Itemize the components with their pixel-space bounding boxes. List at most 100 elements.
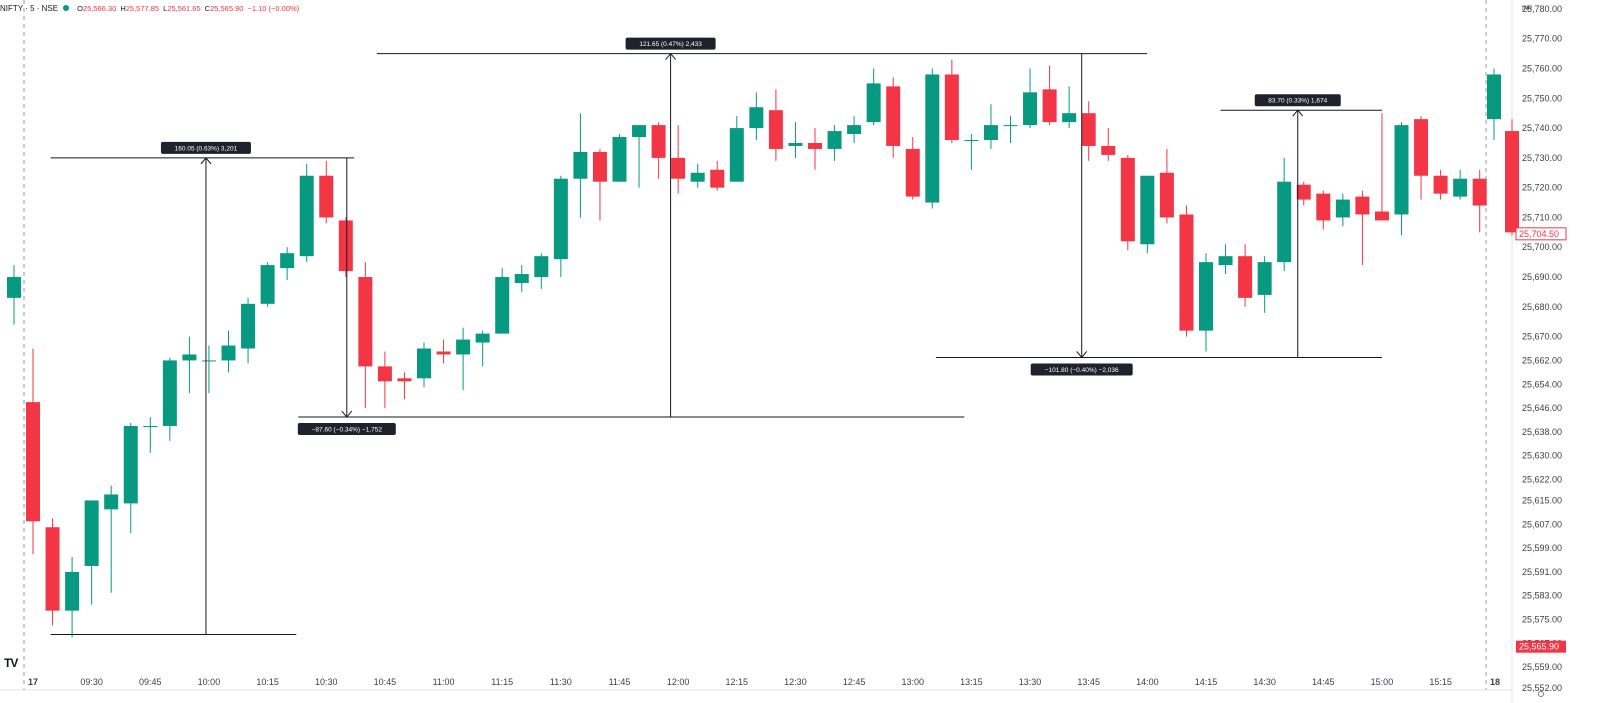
x-tick-label: 15:15 — [1429, 677, 1452, 687]
x-tick-label: 14:15 — [1195, 677, 1218, 687]
candle — [651, 125, 666, 158]
x-tick-label: 10:45 — [374, 677, 397, 687]
candle — [26, 402, 40, 522]
x-tick-label: 13:15 — [960, 677, 983, 687]
candle — [299, 175, 314, 257]
candle — [495, 277, 510, 334]
measure-arrowhead — [1292, 109, 1304, 117]
x-tick-label: 13:00 — [901, 677, 924, 687]
candle — [925, 74, 940, 203]
candle — [808, 142, 822, 149]
candle — [1296, 184, 1311, 200]
candle — [710, 169, 725, 188]
y-tick-label: 25,575.00 — [1522, 615, 1562, 625]
y-tick-label: 25,700.00 — [1522, 242, 1562, 252]
price-label: 25,704.50 — [1519, 229, 1559, 239]
candle — [592, 151, 607, 182]
open-label: O — [77, 3, 83, 13]
x-tick-label: 11:45 — [609, 677, 631, 687]
y-tick-label: 25,654.00 — [1522, 379, 1562, 389]
x-tick-label: 14:45 — [1312, 677, 1335, 687]
candle — [1433, 175, 1448, 194]
candle — [1101, 145, 1116, 155]
measure-label: −101.80 (−0.40%) −2,036 — [1045, 367, 1119, 374]
measure-tool: 121.65 (0.47%) 2,433 — [376, 37, 1148, 418]
y-tick-label: 25,607.00 — [1522, 519, 1562, 529]
candle — [534, 256, 549, 278]
y-tick-label: 25,730.00 — [1522, 153, 1562, 163]
candle — [1238, 256, 1253, 298]
candle — [1414, 119, 1429, 176]
close-label: C — [204, 3, 211, 13]
candle — [201, 360, 216, 362]
currency-label: INR — [1522, 6, 1533, 12]
candle — [65, 571, 80, 611]
candle — [788, 142, 803, 146]
candle — [729, 128, 744, 182]
symbol-label[interactable]: NIFTY · 5 · NSE — [0, 3, 59, 13]
candle — [886, 86, 901, 146]
candle — [1062, 113, 1077, 123]
candle — [1335, 199, 1350, 218]
candle — [436, 351, 451, 355]
candle — [397, 378, 412, 382]
measure-label-bg — [1254, 94, 1341, 107]
y-tick-label: 25,599.00 — [1522, 543, 1562, 553]
candle — [1394, 125, 1409, 215]
candle — [123, 425, 138, 504]
next-session-candle — [1487, 74, 1501, 120]
measure-label-bg — [1030, 363, 1133, 376]
measure-label-bg — [160, 141, 251, 154]
measure-arrowhead — [341, 410, 353, 418]
measure-tool: −101.80 (−0.40%) −2,036 — [935, 53, 1382, 376]
y-tick-label: 25,552.00 — [1522, 683, 1562, 693]
change-value: −1.10 (−0.00%) — [247, 3, 300, 13]
candle — [690, 172, 705, 182]
candle — [1277, 181, 1292, 263]
candle — [358, 277, 373, 367]
market-status-icon — [63, 5, 70, 11]
y-tick-label: 25,780.00 — [1522, 4, 1562, 14]
y-tick-label: 25,583.00 — [1522, 591, 1562, 601]
x-tick-label: 09:30 — [80, 677, 103, 687]
x-tick-label: 12:30 — [784, 677, 807, 687]
y-tick-label: 25,680.00 — [1522, 302, 1562, 312]
y-tick-label: 25,690.00 — [1522, 272, 1562, 282]
candle — [104, 494, 119, 510]
candle — [553, 178, 568, 260]
candle — [1003, 125, 1018, 127]
measure-tool: −87.60 (−0.34%) −1,752 — [297, 157, 965, 436]
x-tick-label: 11:15 — [491, 677, 513, 687]
close-value: 25,565.90 — [210, 3, 244, 13]
x-tick-label: 12:15 — [726, 677, 749, 687]
candle — [671, 157, 686, 179]
measure-label: 160.05 (0.63%) 3,201 — [175, 145, 238, 152]
candle — [1257, 262, 1272, 295]
measure-label: 83.70 (0.33%) 1,674 — [1268, 98, 1327, 105]
candle — [475, 333, 490, 343]
y-tick-label: 25,662.00 — [1522, 355, 1562, 365]
measure-arrowhead — [665, 52, 676, 60]
x-tick-label: 18 — [1490, 677, 1500, 687]
candle — [1159, 172, 1174, 218]
candle — [944, 74, 959, 140]
y-tick-label: 25,615.00 — [1522, 495, 1562, 505]
last-price-label: 25,565.90 — [1519, 642, 1559, 652]
x-tick-label: 10:30 — [315, 677, 338, 687]
tradingview-logo-icon[interactable]: TV — [4, 656, 18, 670]
settings-gear-icon[interactable] — [1538, 691, 1544, 697]
x-tick-label: 12:45 — [843, 677, 866, 687]
y-tick-label: 25,670.00 — [1522, 332, 1562, 342]
candle — [1374, 211, 1389, 221]
open-value: 25,566.30 — [82, 3, 117, 13]
candle — [612, 137, 627, 182]
candle — [84, 500, 99, 566]
candle — [1218, 256, 1233, 266]
candle — [319, 175, 334, 218]
candle — [847, 125, 862, 135]
candle — [182, 354, 197, 361]
candle — [1199, 262, 1213, 331]
candle — [260, 265, 275, 304]
x-tick-label: 13:45 — [1077, 677, 1100, 687]
